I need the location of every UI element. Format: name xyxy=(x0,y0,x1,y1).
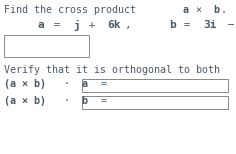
Bar xyxy=(82,79,228,92)
Text: a: a xyxy=(182,5,188,15)
Text: b: b xyxy=(169,20,175,30)
Text: 6k: 6k xyxy=(108,20,121,30)
Text: b: b xyxy=(81,96,87,106)
Text: ·: · xyxy=(58,79,76,89)
Text: Find the cross product: Find the cross product xyxy=(4,5,142,15)
Text: =: = xyxy=(89,79,107,89)
Bar xyxy=(4,35,89,57)
Text: a: a xyxy=(38,20,45,30)
Text: a: a xyxy=(81,79,87,89)
Text: 3i: 3i xyxy=(203,20,217,30)
Text: ×: × xyxy=(190,5,208,15)
Text: −: − xyxy=(221,20,236,30)
Text: =: = xyxy=(89,96,107,106)
Text: =: = xyxy=(177,20,198,30)
Text: (a × b): (a × b) xyxy=(4,79,46,89)
Text: Verify that it is orthogonal to both: Verify that it is orthogonal to both xyxy=(4,65,226,75)
Text: b: b xyxy=(213,5,219,15)
Text: .: . xyxy=(221,5,227,15)
Text: +: + xyxy=(82,20,102,30)
Text: =: = xyxy=(47,20,67,30)
Text: ·: · xyxy=(58,96,76,106)
Text: (a × b): (a × b) xyxy=(4,96,46,106)
Text: j: j xyxy=(73,20,80,31)
Bar xyxy=(82,96,228,109)
Text: ,: , xyxy=(125,20,159,30)
